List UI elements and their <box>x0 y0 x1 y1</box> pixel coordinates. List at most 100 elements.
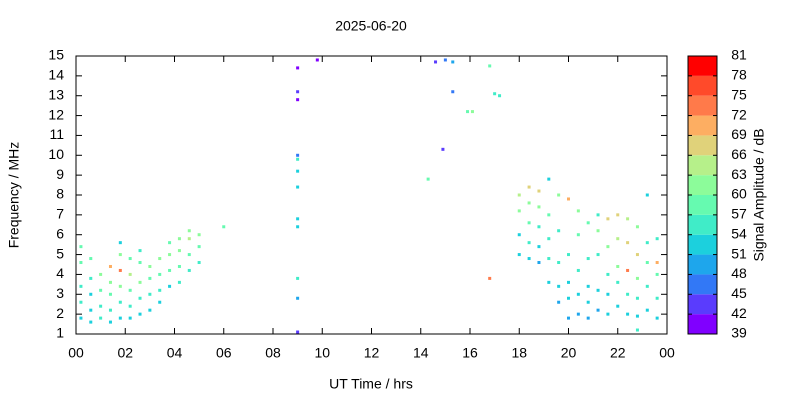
chart-title: 2025-06-20 <box>335 18 407 34</box>
cell <box>517 253 521 257</box>
cell <box>118 300 122 304</box>
colorbar-tick-label: 78 <box>731 67 747 83</box>
cell <box>108 308 112 312</box>
y-tick-label: 13 <box>48 86 64 102</box>
cell <box>296 66 300 70</box>
cell <box>296 90 300 94</box>
cell <box>655 296 659 300</box>
cell <box>537 225 541 229</box>
x-tick-label: 12 <box>364 345 380 361</box>
cell <box>108 292 112 296</box>
cell <box>557 229 561 233</box>
cell <box>128 272 132 276</box>
cell <box>118 284 122 288</box>
colorbar-tick-label: 57 <box>731 206 747 222</box>
cell <box>645 261 649 265</box>
cell <box>99 288 103 292</box>
y-tick-label: 2 <box>56 305 64 321</box>
cell <box>567 296 570 300</box>
cell <box>128 288 132 292</box>
colorbar-segment <box>688 155 717 176</box>
cell <box>296 98 300 102</box>
cell <box>616 237 620 241</box>
colorbar-segment <box>688 135 717 156</box>
cell <box>606 245 610 249</box>
colorbar-tick-label: 63 <box>731 166 747 182</box>
cell <box>557 193 561 197</box>
colorbar-segment <box>688 115 717 136</box>
y-tick-label: 4 <box>56 265 64 281</box>
x-axis-label: UT Time / hrs <box>329 376 413 392</box>
cell <box>187 237 191 241</box>
x-tick-label: 20 <box>561 345 577 361</box>
cell <box>222 225 226 229</box>
colorbar-segment <box>688 175 717 195</box>
cell <box>89 276 93 280</box>
colorbar-tick-label: 54 <box>731 225 747 241</box>
cell <box>99 316 103 320</box>
cell <box>606 292 610 296</box>
cell <box>567 253 570 257</box>
cell <box>197 261 201 265</box>
cell <box>616 213 620 217</box>
colorbar-segment <box>688 254 717 275</box>
cell <box>567 280 570 284</box>
cell <box>296 276 300 280</box>
cell <box>537 205 541 209</box>
cell <box>118 268 122 272</box>
cell <box>296 296 300 300</box>
y-axis-label: Frequency / MHz <box>6 142 22 249</box>
y-tick-label: 9 <box>56 166 64 182</box>
cell <box>586 300 590 304</box>
cell <box>586 284 590 288</box>
cell <box>138 249 142 253</box>
cell <box>488 64 492 68</box>
cell <box>89 308 93 312</box>
cell <box>158 288 162 292</box>
cell <box>118 253 122 257</box>
cell <box>606 272 610 276</box>
cell <box>547 257 551 261</box>
y-tick-label: 8 <box>56 186 64 202</box>
y-tick-label: 15 <box>48 47 64 63</box>
cell <box>138 296 142 300</box>
cell <box>596 308 600 312</box>
cell <box>547 213 551 217</box>
y-tick-label: 12 <box>48 106 64 122</box>
cell <box>148 292 152 296</box>
cell <box>606 312 610 316</box>
cell <box>645 284 649 288</box>
colorbar-tick-label: 42 <box>731 305 747 321</box>
cell <box>434 60 438 64</box>
cell <box>493 92 497 96</box>
cell <box>517 193 521 197</box>
cell <box>596 253 600 257</box>
cell <box>616 280 620 284</box>
cell <box>488 276 492 280</box>
cell <box>567 316 570 320</box>
cell <box>557 284 561 288</box>
cell <box>451 90 455 94</box>
y-tick-label: 10 <box>48 146 64 162</box>
cell <box>517 233 521 237</box>
cell <box>635 253 639 257</box>
cell <box>79 261 83 265</box>
cell <box>626 268 630 272</box>
colorbar-segment <box>688 274 717 295</box>
cell <box>576 312 580 316</box>
colorbar-tick-label: 69 <box>731 126 747 142</box>
cell <box>108 280 112 284</box>
cell <box>296 185 300 189</box>
x-tick-label: 16 <box>462 345 478 361</box>
cell <box>187 268 191 272</box>
colorbar-label: Signal Amplitude / dB <box>751 128 767 261</box>
colorbar-tick-label: 51 <box>731 245 747 261</box>
cell <box>187 253 191 257</box>
cell <box>655 272 659 276</box>
colorbar-segment <box>688 234 717 255</box>
cell <box>635 314 639 318</box>
cell <box>315 58 319 62</box>
x-tick-label: 02 <box>117 345 133 361</box>
cell <box>168 284 172 288</box>
cell <box>89 320 93 324</box>
